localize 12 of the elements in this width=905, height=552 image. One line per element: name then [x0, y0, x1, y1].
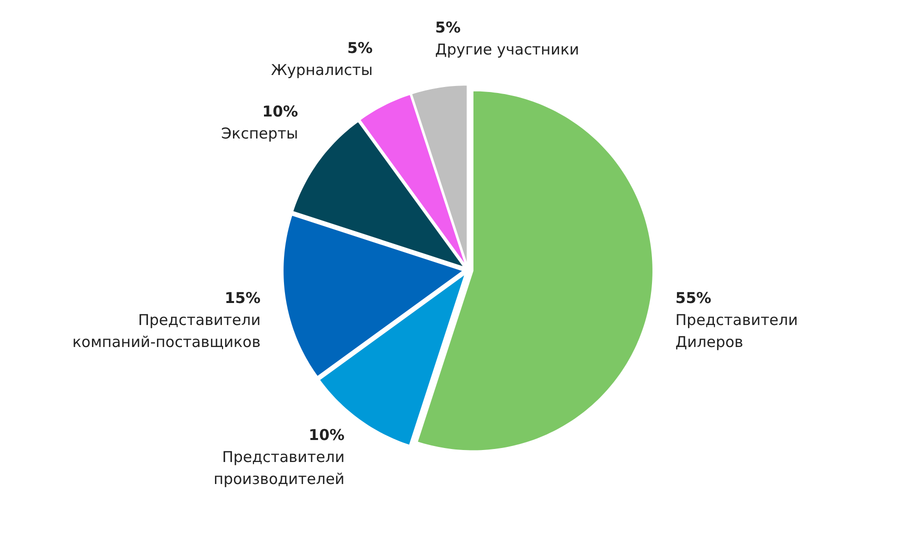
slice-label: Представители компаний-поставщиков: [72, 310, 261, 351]
slice-label: Представители производителей: [214, 448, 345, 488]
data-label: 55%: [675, 288, 712, 307]
data-label: 10%: [308, 426, 345, 444]
data-label: 15%: [224, 288, 261, 307]
slice-label: Представители Дилеров: [675, 310, 798, 351]
slice-label: Эксперты: [221, 124, 298, 143]
data-label: 10%: [262, 102, 298, 121]
slice-label: Журналисты: [270, 60, 373, 79]
data-label: 5%: [347, 38, 373, 57]
slice-label: Другие участники: [435, 40, 580, 59]
data-label: 5%: [435, 18, 461, 37]
